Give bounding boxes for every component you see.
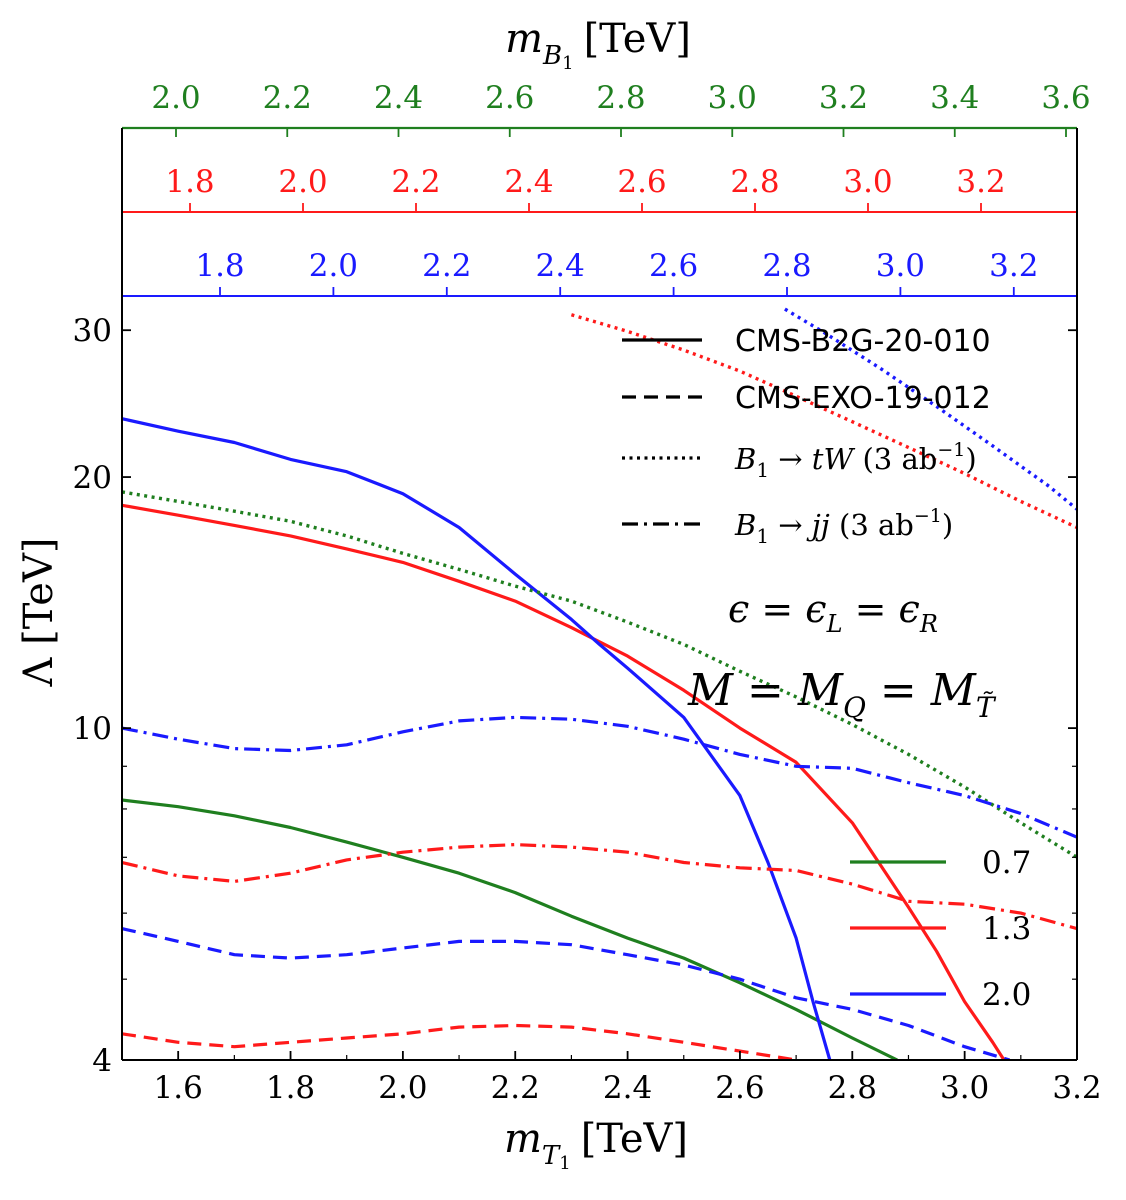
blue-axis-tick-label: 2.0 — [309, 248, 358, 284]
red-axis-tick-label: 2.4 — [504, 164, 553, 200]
series-red-solid — [122, 503, 1006, 1060]
green-axis-tick-label: 3.0 — [708, 80, 757, 116]
red-axis-tick-label: 1.8 — [165, 164, 214, 200]
series-blue-solid — [122, 417, 832, 1060]
top-axis-title: mB1[TeV] — [505, 16, 691, 74]
x-tick-label: 2.6 — [715, 1070, 764, 1106]
legend-label-dashdot: B1 → jj (3 ab−1) — [734, 505, 953, 548]
green-axis-tick-label: 2.0 — [151, 80, 200, 116]
red-axis-tick-label: 2.2 — [391, 164, 440, 200]
top-axes: 2.0 2.2 2.4 2.6 2.8 3.0 3.2 3.4 3.6 1.8 2.0 2.2 2.4 2… — [122, 80, 1091, 297]
annotation-layer: ϵ = ϵL = ϵR M = MQ = MT̃ — [687, 587, 997, 724]
legend-label-dotted: B1 → tW (3 ab−1) — [734, 439, 977, 482]
y-tick-label: 30 — [73, 313, 112, 349]
red-axis-tick-label: 2.0 — [278, 164, 327, 200]
green-axis-tick-label: 2.8 — [596, 80, 645, 116]
x-tick-label: 1.6 — [154, 1070, 203, 1106]
green-axis-tick-label: 3.4 — [930, 80, 979, 116]
x-tick-label: 3.2 — [1052, 1070, 1101, 1106]
green-axis-tick-label: 2.4 — [374, 80, 423, 116]
red-axis-tick-label: 2.8 — [730, 164, 779, 200]
red-axis-tick-label: 3.2 — [956, 164, 1005, 200]
color-legend-label: 0.7 — [982, 845, 1031, 881]
series-green-solid — [122, 798, 898, 1060]
series-blue-dashed — [122, 927, 1011, 1060]
blue-axis-tick-label: 2.4 — [536, 248, 585, 284]
blue-axis-tick-label: 2.2 — [422, 248, 471, 284]
red-axis-tick-label: 2.6 — [617, 164, 666, 200]
green-axis-tick-label: 2.6 — [485, 80, 534, 116]
series-blue-dashdot — [122, 715, 1077, 839]
green-axis-tick-label: 2.2 — [263, 80, 312, 116]
blue-axis-tick-label: 2.8 — [762, 248, 811, 284]
legend-layer: CMS-B2G-20-010 CMS-EXO-19-012 B1 → tW (3 a… — [622, 324, 1031, 1013]
y-axis-title: Λ [TeV] — [16, 538, 62, 688]
x-axis-title: mT1[TeV] — [504, 1116, 688, 1174]
series-red-dotted — [570, 313, 1077, 530]
red-axis-tick-label: 3.0 — [843, 164, 892, 200]
series-red-dashed — [122, 1023, 797, 1060]
color-legend-label: 2.0 — [982, 977, 1031, 1013]
x-tick-label: 2.4 — [603, 1070, 652, 1106]
legend-label-solid: CMS-B2G-20-010 — [735, 324, 991, 359]
legend-label-dashed: CMS-EXO-19-012 — [735, 381, 991, 416]
axes-layer: 1.6 1.8 2.0 2.2 2.4 2.6 2.8 3.0 3.2 4 10 20 30 — [73, 128, 1102, 1106]
blue-axis-tick-label: 3.2 — [989, 248, 1038, 284]
x-tick-label: 2.2 — [491, 1070, 540, 1106]
y-tick-label: 10 — [73, 711, 112, 747]
series-red-dashdot — [122, 842, 1077, 931]
annotation-mass: M = MQ = MT̃ — [687, 665, 997, 724]
green-axis-tick-label: 3.2 — [819, 80, 868, 116]
blue-axis-tick-label: 3.0 — [876, 248, 925, 284]
y-tick-label: 20 — [73, 460, 112, 496]
x-tick-label: 1.8 — [266, 1070, 315, 1106]
y-tick-label: 4 — [92, 1043, 112, 1079]
green-axis-tick-label: 3.6 — [1041, 80, 1090, 116]
blue-axis-tick-label: 2.6 — [649, 248, 698, 284]
series-layer — [122, 307, 1077, 1060]
blue-axis-tick-label: 1.8 — [195, 248, 244, 284]
series-blue-dotted — [784, 307, 1077, 511]
annotation-epsilon: ϵ = ϵL = ϵR — [728, 587, 938, 638]
x-tick-label: 3.0 — [940, 1070, 989, 1106]
x-tick-label: 2.8 — [828, 1070, 877, 1106]
x-tick-label: 2.0 — [378, 1070, 427, 1106]
color-legend-label: 1.3 — [982, 911, 1031, 947]
